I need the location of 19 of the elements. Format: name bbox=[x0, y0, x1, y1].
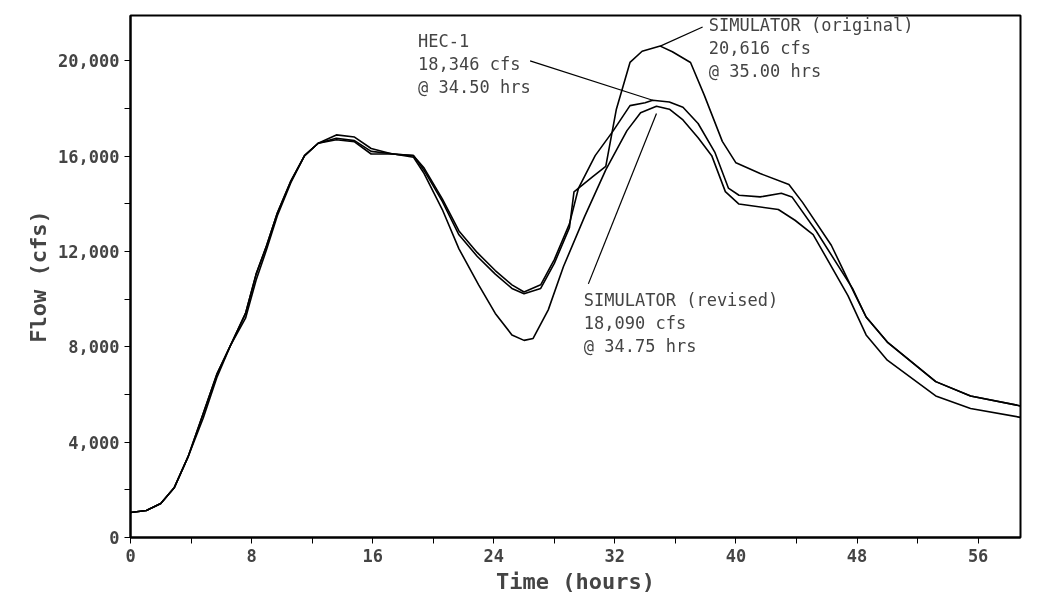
x-tick-label: 8 bbox=[246, 545, 257, 566]
annotation: SIMULATOR (revised) 18,090 cfs @ 34.75 hrs bbox=[583, 289, 779, 356]
annotation: HEC-1 18,346 cfs @ 34.50 hrs bbox=[418, 31, 531, 98]
x-axis-title: Time (hours) bbox=[496, 568, 655, 594]
y-tick-label: 16,000 bbox=[58, 146, 120, 167]
x-tick-label: 24 bbox=[483, 545, 505, 566]
x-tick-label: 56 bbox=[967, 545, 989, 566]
y-tick-label: 4,000 bbox=[68, 432, 120, 453]
y-tick-label: 0 bbox=[109, 528, 120, 548]
annotation: SIMULATOR (original) 20,616 cfs @ 35.00 hrs bbox=[708, 15, 914, 82]
y-tick-label: 20,000 bbox=[58, 51, 120, 72]
y-tick-label: 12,000 bbox=[58, 241, 120, 262]
x-tick-label: 48 bbox=[846, 545, 868, 566]
x-tick-label: 32 bbox=[604, 545, 626, 566]
x-tick-label: 16 bbox=[362, 545, 383, 566]
x-tick-label: 40 bbox=[725, 545, 747, 566]
y-tick-label: 8,000 bbox=[68, 337, 120, 358]
y-axis-title: Flow (cfs) bbox=[26, 210, 52, 343]
x-tick-label: 0 bbox=[125, 545, 136, 566]
